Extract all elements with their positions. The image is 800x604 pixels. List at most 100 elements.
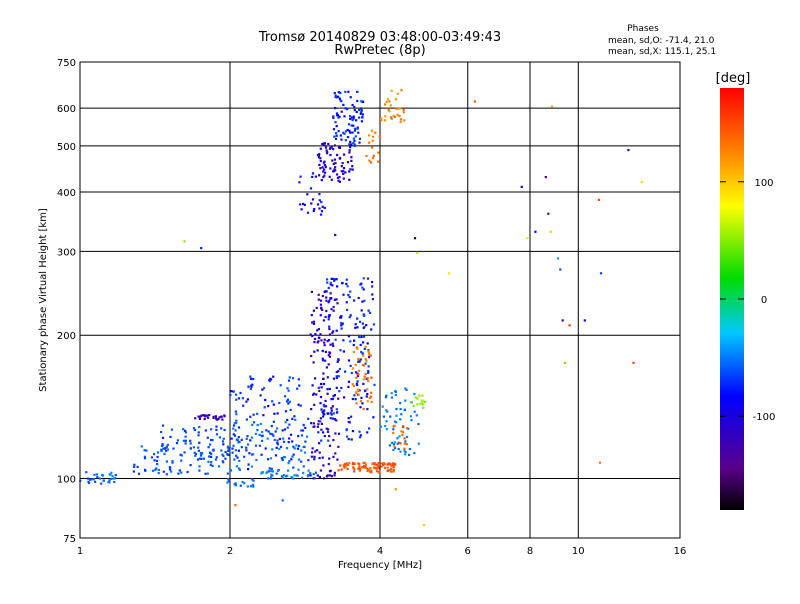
data-point [340, 110, 343, 113]
data-point [245, 400, 248, 403]
data-point [340, 138, 343, 141]
data-point [183, 240, 186, 243]
data-point [351, 168, 354, 171]
data-point [332, 377, 336, 380]
data-point [310, 455, 313, 458]
data-point [215, 433, 219, 436]
data-point [312, 425, 315, 428]
data-point [334, 233, 337, 237]
data-point [369, 354, 372, 357]
data-point [392, 431, 395, 435]
data-point [352, 466, 355, 469]
data-point [399, 442, 402, 445]
data-point [284, 410, 288, 413]
data-point [318, 336, 321, 340]
data-point [286, 387, 289, 390]
data-point [113, 480, 116, 484]
data-point [312, 322, 316, 325]
data-point [347, 335, 350, 338]
data-point [357, 373, 360, 376]
data-point [330, 407, 333, 410]
data-point [316, 153, 320, 157]
data-point [356, 326, 359, 329]
data-point [351, 131, 354, 134]
data-point [309, 474, 312, 477]
data-point [317, 431, 320, 434]
data-point [355, 119, 358, 122]
data-point [321, 349, 325, 353]
data-point [258, 433, 261, 436]
x-axis-label: Frequency [MHz] [338, 560, 422, 571]
data-point [276, 442, 279, 445]
data-point [252, 378, 255, 381]
data-point [337, 179, 340, 182]
data-point [288, 437, 291, 440]
data-point [327, 439, 330, 442]
data-point [365, 324, 368, 327]
data-point [371, 139, 374, 142]
data-point [341, 162, 344, 165]
data-point [373, 463, 376, 466]
data-point [321, 294, 324, 298]
data-point [332, 115, 335, 118]
data-point [295, 444, 298, 447]
data-point [360, 396, 363, 399]
data-point [348, 296, 351, 299]
data-point [331, 331, 334, 334]
data-point [203, 418, 206, 421]
data-point [94, 480, 97, 483]
data-point [318, 389, 321, 393]
data-point [322, 431, 325, 434]
data-point [321, 456, 324, 459]
data-point [328, 351, 331, 354]
data-point [360, 350, 363, 354]
data-point [360, 335, 363, 339]
data-point [312, 309, 315, 312]
data-point [368, 141, 371, 144]
data-point [290, 476, 293, 479]
data-point [317, 298, 320, 301]
data-point [345, 282, 348, 285]
data-point [319, 167, 322, 170]
data-point [364, 358, 367, 361]
data-point [349, 340, 352, 343]
data-point [335, 132, 338, 135]
data-point [294, 418, 297, 421]
data-point [335, 370, 338, 374]
data-point [156, 451, 160, 454]
data-point [561, 319, 564, 322]
data-point [165, 445, 168, 448]
data-point [197, 434, 200, 437]
data-point [237, 467, 241, 470]
data-point [222, 443, 225, 446]
data-point [353, 339, 356, 342]
data-point [154, 468, 157, 471]
data-point [355, 110, 358, 114]
data-point [165, 460, 168, 463]
data-point [319, 469, 322, 472]
data-point [352, 384, 355, 387]
data-point [400, 89, 403, 92]
data-point [354, 363, 357, 366]
data-point [324, 171, 327, 174]
data-point [327, 354, 330, 357]
data-point [337, 91, 340, 94]
data-point [314, 333, 317, 336]
data-point [198, 469, 201, 472]
data-point [282, 437, 285, 440]
data-point [346, 161, 350, 164]
data-point [354, 323, 357, 326]
data-point [373, 383, 376, 386]
data-point [368, 134, 371, 137]
data-point [364, 345, 367, 348]
data-point [237, 436, 240, 439]
data-point [246, 485, 249, 488]
data-point [272, 375, 275, 378]
data-point [312, 361, 315, 364]
data-point [352, 124, 355, 127]
data-point [182, 439, 185, 442]
data-point [368, 356, 371, 359]
data-point [255, 458, 258, 462]
data-point [394, 420, 397, 423]
data-point [245, 437, 248, 440]
